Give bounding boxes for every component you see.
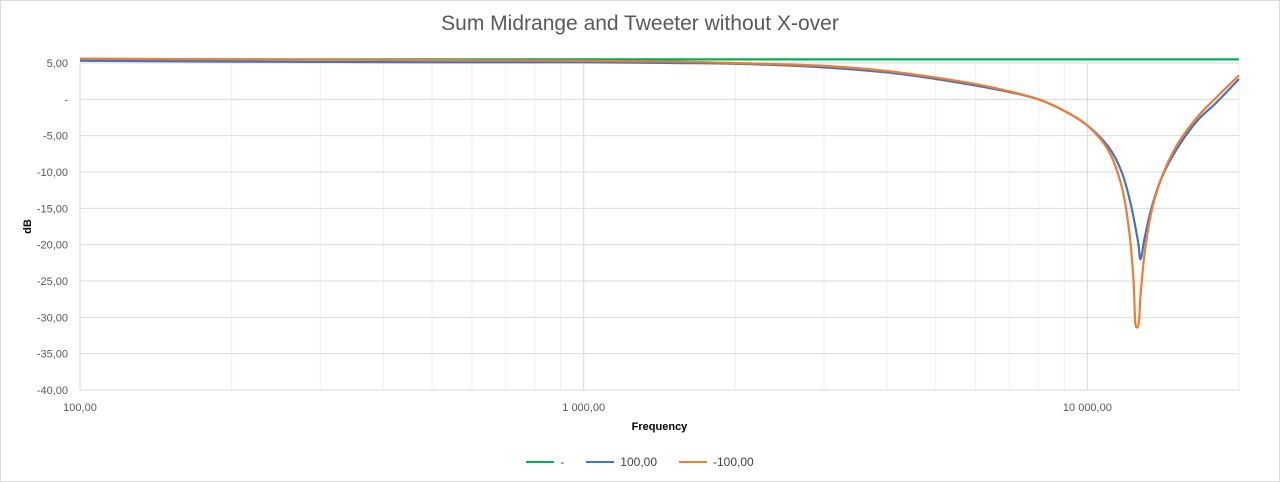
y-tick-label: -20,00: [37, 240, 68, 252]
y-tick-label: -10,00: [37, 167, 68, 179]
legend-item: 100,00: [586, 455, 657, 469]
x-tick-label: 1 000,00: [562, 402, 605, 414]
y-tick-label: -25,00: [37, 276, 68, 288]
x-axis-title: Frequency: [632, 421, 689, 433]
y-tick-label: -15,00: [37, 203, 68, 215]
x-tick-label: 100,00: [63, 402, 97, 414]
legend-swatch: [586, 461, 615, 463]
legend-item: -100,00: [679, 455, 754, 469]
series-line-2: [79, 57, 1240, 329]
y-tick-label: -40,00: [37, 385, 68, 397]
y-tick-label: -: [64, 94, 68, 106]
chart-legend: -100,00 -100,00: [0, 455, 1280, 469]
y-tick-label: -5,00: [43, 131, 68, 143]
legend-label: 100,00: [620, 455, 657, 469]
series-line-1: [79, 59, 1240, 261]
legend-swatch: [526, 461, 555, 463]
y-tick-label: -30,00: [37, 312, 68, 324]
y-tick-label: -35,00: [37, 349, 68, 361]
legend-item: -: [526, 455, 564, 469]
y-tick-label: 5,00: [47, 58, 68, 70]
y-axis-title: dB: [22, 219, 34, 234]
legend-swatch: [679, 461, 707, 463]
legend-label: -100,00: [713, 455, 754, 469]
x-tick-label: 10 000,00: [1063, 402, 1112, 414]
legend-label: -: [560, 455, 565, 469]
chart-title: Sum Midrange and Tweeter without X-over: [441, 12, 839, 35]
